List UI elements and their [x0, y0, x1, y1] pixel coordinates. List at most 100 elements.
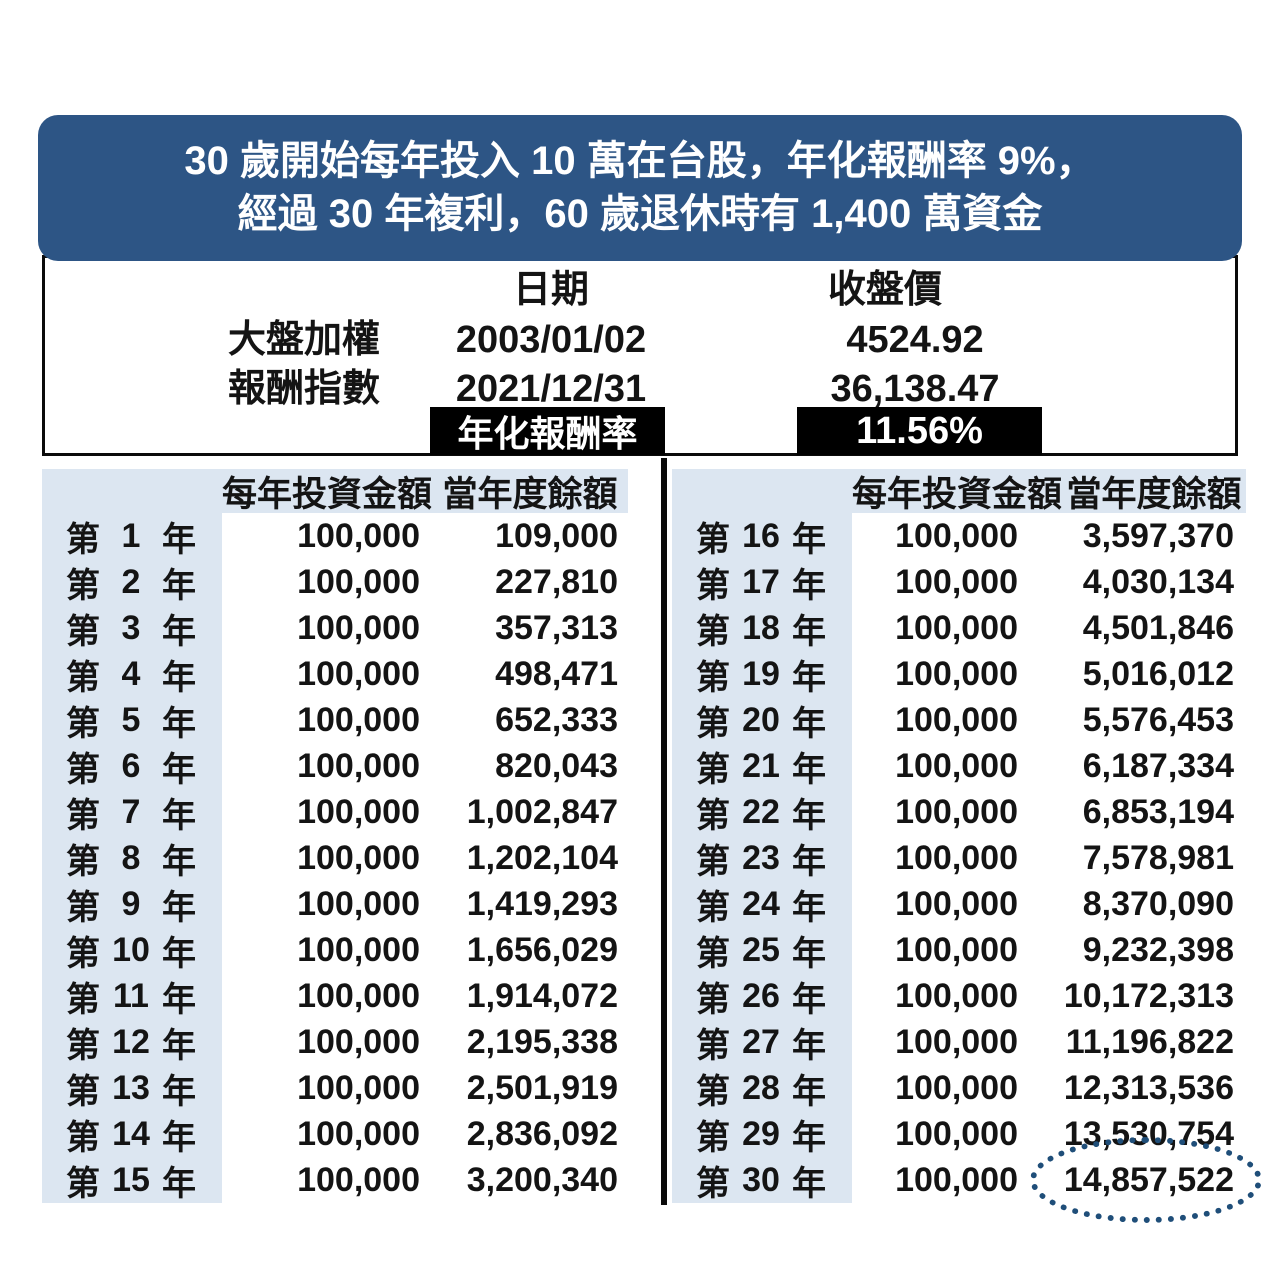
year-prefix: 第 [66, 842, 100, 881]
invest-value: 100,000 [895, 930, 1018, 969]
balance-value: 3,597,370 [1082, 516, 1234, 555]
year-number: 17 [742, 562, 780, 601]
start-date: 2003/01/02 [455, 319, 647, 361]
balance-value: 7,578,981 [1082, 838, 1234, 877]
table-header-left: 每年投資金額 當年度餘額 [42, 469, 628, 514]
table-row-year-15: 第 15 年 100,000 3,200,340 [42, 1157, 628, 1203]
table-row-year-23: 第 23 年 100,000 7,578,981 [672, 835, 1246, 881]
year-suffix: 年 [161, 1118, 196, 1157]
year-number: 29 [742, 1114, 780, 1153]
year-prefix: 第 [66, 934, 100, 973]
year-suffix: 年 [791, 796, 826, 835]
invest-value: 100,000 [895, 1160, 1018, 1199]
balance-value: 13,530,754 [1063, 1114, 1234, 1153]
year-prefix: 第 [66, 888, 100, 927]
year-number: 24 [742, 884, 780, 923]
year-number: 7 [121, 792, 141, 831]
year-prefix: 第 [66, 1072, 100, 1111]
year-prefix: 第 [696, 1164, 730, 1203]
date-column-header: 日期 [512, 269, 589, 311]
year-label: 第 10 年 [42, 927, 222, 973]
balance-value: 1,914,072 [466, 976, 618, 1015]
balance-value: 1,656,029 [466, 930, 618, 969]
year-number: 16 [742, 516, 780, 555]
year-number: 18 [742, 608, 780, 647]
year-number: 20 [742, 700, 780, 739]
year-suffix: 年 [161, 658, 196, 697]
year-prefix: 第 [696, 842, 730, 881]
balance-value: 1,002,847 [466, 792, 618, 831]
table-row-year-12: 第 12 年 100,000 2,195,338 [42, 1019, 628, 1065]
index-name-line-1: 大盤加權 [228, 319, 381, 361]
year-prefix: 第 [696, 566, 730, 605]
year-suffix: 年 [161, 842, 196, 881]
year-number: 5 [121, 700, 141, 739]
index-name: 大盤加權 報酬指數 [228, 316, 380, 414]
balance-value: 1,419,293 [466, 884, 618, 923]
table-years-16-30: 每年投資金額 當年度餘額 第 16 年 100,000 3,597,370 第 17 年 100… [672, 469, 1246, 1203]
invest-value: 100,000 [297, 930, 420, 969]
year-number: 10 [112, 930, 150, 969]
table-row-year-29: 第 29 年 100,000 13,530,754 [672, 1111, 1246, 1157]
invest-value: 100,000 [297, 1114, 420, 1153]
table-body-right: 第 16 年 100,000 3,597,370 第 17 年 100,000 4,030,134… [672, 513, 1246, 1203]
table-divider [661, 458, 667, 1205]
balance-value: 10,172,313 [1063, 976, 1234, 1015]
table-row-year-1: 第 1 年 100,000 109,000 [42, 513, 628, 559]
year-prefix: 第 [66, 658, 100, 697]
year-number: 8 [121, 838, 141, 877]
balance-value: 2,501,919 [466, 1068, 618, 1107]
year-number: 4 [121, 654, 141, 693]
year-label: 第 16 年 [672, 513, 852, 559]
table-row-year-11: 第 11 年 100,000 1,914,072 [42, 973, 628, 1019]
year-suffix: 年 [161, 1072, 196, 1111]
table-row-year-3: 第 3 年 100,000 357,313 [42, 605, 628, 651]
year-suffix: 年 [791, 520, 826, 559]
year-label: 第 27 年 [672, 1019, 852, 1065]
year-prefix: 第 [66, 1164, 100, 1203]
year-label: 第 13 年 [42, 1065, 222, 1111]
index-info-box: 大盤加權 報酬指數 日期 收盤價 2003/01/02 2021/12/31 4… [42, 255, 1238, 456]
invest-value: 100,000 [297, 700, 420, 739]
year-label: 第 11 年 [42, 973, 222, 1019]
table-row-year-27: 第 27 年 100,000 11,196,822 [672, 1019, 1246, 1065]
balance-column-header: 當年度餘額 [442, 474, 618, 514]
close-values: 4524.92 36,138.47 [765, 316, 1065, 414]
year-prefix: 第 [696, 796, 730, 835]
invest-value: 100,000 [895, 562, 1018, 601]
balance-value: 8,370,090 [1082, 884, 1234, 923]
year-prefix: 第 [66, 796, 100, 835]
year-suffix: 年 [161, 750, 196, 789]
invest-value: 100,000 [297, 654, 420, 693]
year-suffix: 年 [791, 1026, 826, 1065]
year-number: 13 [112, 1068, 150, 1107]
year-label: 第 25 年 [672, 927, 852, 973]
invest-value: 100,000 [297, 884, 420, 923]
year-number: 9 [121, 884, 141, 923]
year-label: 第 19 年 [672, 651, 852, 697]
year-number: 25 [742, 930, 780, 969]
invest-value: 100,000 [895, 654, 1018, 693]
year-suffix: 年 [791, 934, 826, 973]
invest-value: 100,000 [297, 746, 420, 785]
invest-value: 100,000 [895, 700, 1018, 739]
year-suffix: 年 [791, 658, 826, 697]
year-suffix: 年 [161, 934, 196, 973]
year-prefix: 第 [696, 1118, 730, 1157]
year-label: 第 18 年 [672, 605, 852, 651]
year-label: 第 30 年 [672, 1157, 852, 1203]
table-row-year-7: 第 7 年 100,000 1,002,847 [42, 789, 628, 835]
year-prefix: 第 [696, 704, 730, 743]
invest-value: 100,000 [895, 1114, 1018, 1153]
balance-value: 1,202,104 [466, 838, 618, 877]
year-prefix: 第 [66, 566, 100, 605]
year-number: 22 [742, 792, 780, 831]
invest-value: 100,000 [895, 1068, 1018, 1107]
year-number: 6 [121, 746, 141, 785]
year-suffix: 年 [791, 704, 826, 743]
